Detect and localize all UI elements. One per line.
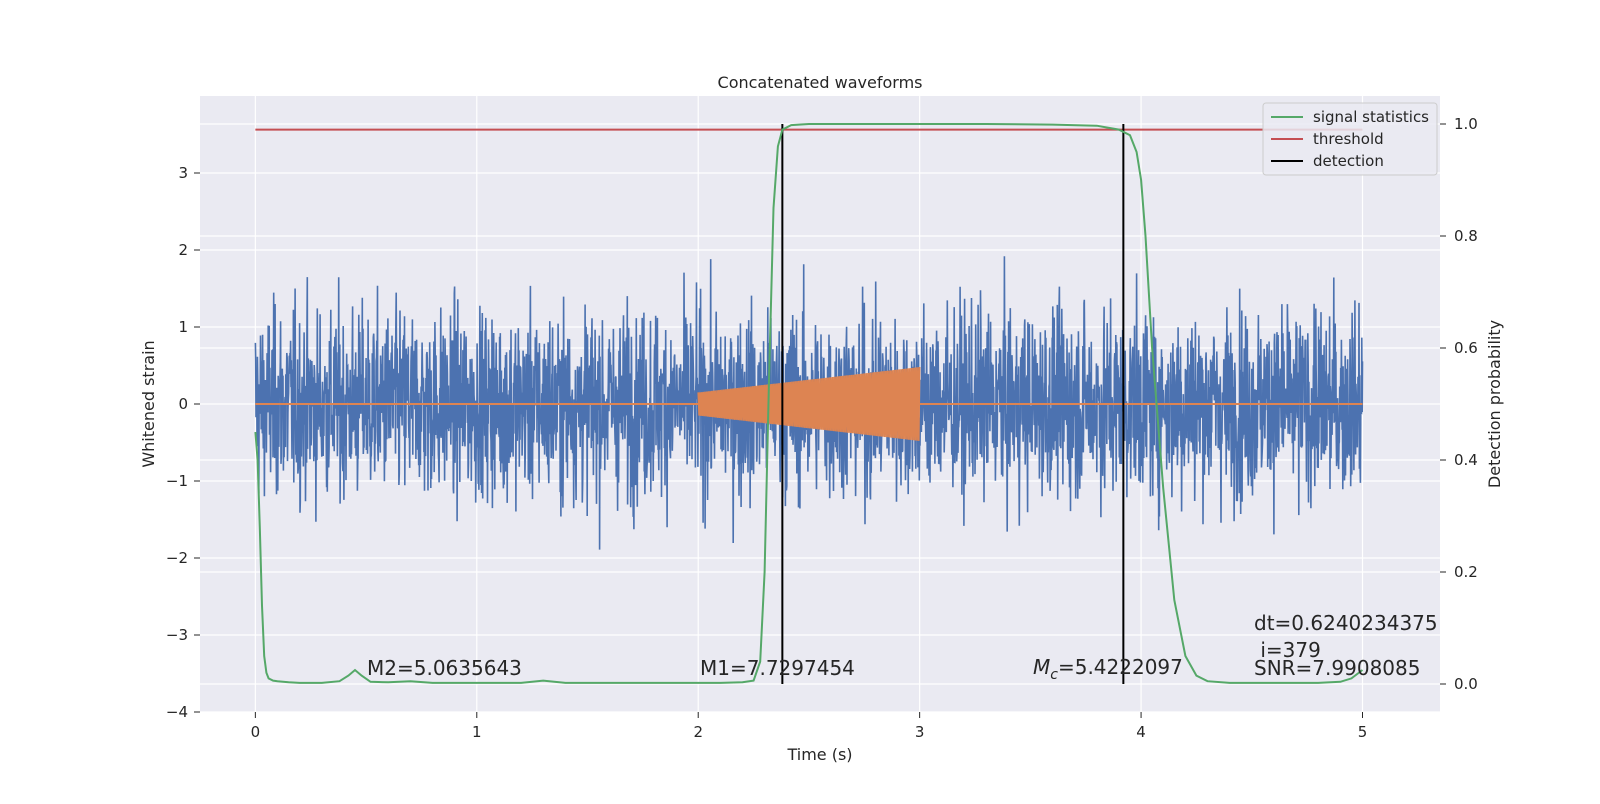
x-tick-label: 3 — [915, 723, 925, 741]
y-right-tick-label: 0.0 — [1454, 675, 1478, 693]
signal-statistics-line — [254, 123, 1364, 684]
signal-statistics-series — [254, 123, 1364, 684]
chart-title: Concatenated waveforms — [718, 73, 923, 92]
x-tick-label: 1 — [472, 723, 482, 741]
y-tick-label: 2 — [178, 241, 188, 259]
x-tick-label: 0 — [251, 723, 261, 741]
signal-chirp-line — [697, 366, 921, 441]
legend-label-statistics: signal statistics — [1313, 108, 1429, 126]
y-axis-label-left: Whitened strain — [139, 340, 158, 467]
x-tick-label: 4 — [1136, 723, 1146, 741]
y-tick-label: −2 — [166, 549, 188, 567]
x-axis-label: Time (s) — [786, 745, 852, 764]
y-tick-label: −3 — [166, 626, 188, 644]
y-right-tick-label: 1.0 — [1454, 115, 1478, 133]
legend-box — [1262, 102, 1438, 176]
y-right-tick-label: 0.4 — [1454, 451, 1478, 469]
annotation-mc-value: =5.4222097 — [1058, 655, 1183, 679]
annotation-m1: M1=7.7297454 — [700, 656, 855, 680]
y-tick-label: −4 — [166, 703, 188, 721]
legend: signal statistics threshold detection — [1262, 102, 1438, 176]
y-tick-label: 0 — [178, 395, 188, 413]
detection-series — [781, 124, 1125, 684]
axes: 0 1 2 3 4 5 −4 −3 −2 −1 0 1 2 3 0.0 0.2 0.4 0.6 0.8 1.0 — [166, 115, 1478, 741]
y-right-tick-label: 0.8 — [1454, 227, 1478, 245]
y-tick-label: 1 — [178, 318, 188, 336]
annotation-m2: M2=5.0635643 — [367, 656, 522, 680]
injected-signal-series — [255, 366, 1363, 441]
annotation-i: i=379 — [1254, 638, 1321, 662]
y-tick-label: −1 — [166, 472, 188, 490]
legend-label-detection: detection — [1313, 152, 1384, 170]
annotation-mc-symbol: M — [1033, 655, 1050, 679]
annotation-snr: SNR=7.9908085 — [1254, 656, 1420, 680]
y-right-tick-label: 0.6 — [1454, 339, 1478, 357]
x-tick-label: 2 — [693, 723, 703, 741]
y-tick-label: 3 — [178, 164, 188, 182]
y-axis-label-right: Detection probability — [1485, 320, 1504, 488]
annotation-dt: dt=0.6240234375 — [1254, 611, 1438, 635]
annotation-mc: Mc=5.4222097 — [1033, 655, 1183, 683]
annotation-mc-subscript: c — [1050, 667, 1058, 683]
x-tick-label: 5 — [1358, 723, 1368, 741]
legend-label-threshold: threshold — [1313, 130, 1384, 148]
y-right-tick-label: 0.2 — [1454, 563, 1478, 581]
